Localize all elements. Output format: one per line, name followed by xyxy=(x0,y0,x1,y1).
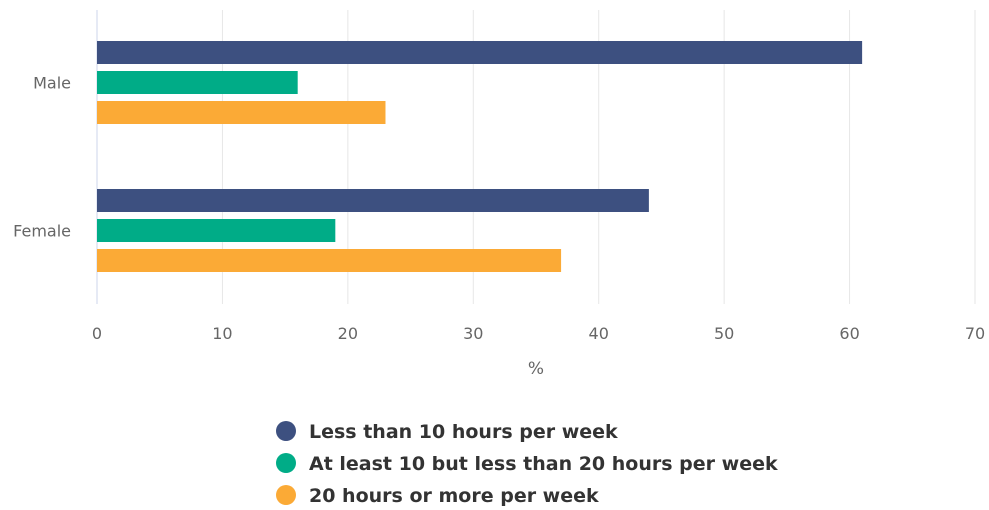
legend-marker xyxy=(276,453,296,473)
x-axis-title: % xyxy=(528,359,544,379)
legend-item[interactable]: Less than 10 hours per week xyxy=(276,421,618,443)
bar-male-series-2[interactable] xyxy=(97,71,298,94)
legend-label: At least 10 but less than 20 hours per w… xyxy=(309,453,778,475)
x-tick-label: 40 xyxy=(589,324,609,343)
category-label: Male xyxy=(33,74,71,93)
x-tick-label: 0 xyxy=(92,324,102,343)
bar-male-series-1[interactable] xyxy=(97,41,863,64)
bar-female-series-1[interactable] xyxy=(97,189,649,212)
bar-male-series-3[interactable] xyxy=(97,101,386,124)
legend-item[interactable]: At least 10 but less than 20 hours per w… xyxy=(276,453,778,475)
x-tick-label: 10 xyxy=(212,324,232,343)
x-tick-label: 60 xyxy=(839,324,859,343)
legend-marker xyxy=(276,421,296,441)
legend-marker xyxy=(276,485,296,505)
legend-label: 20 hours or more per week xyxy=(309,485,599,507)
category-label: Female xyxy=(13,222,71,241)
x-tick-label: 50 xyxy=(714,324,734,343)
bar-female-series-3[interactable] xyxy=(97,249,562,272)
x-tick-label: 30 xyxy=(463,324,483,343)
x-tick-label: 20 xyxy=(338,324,358,343)
legend-item[interactable]: 20 hours or more per week xyxy=(276,485,599,507)
legend-label: Less than 10 hours per week xyxy=(309,421,618,443)
legend[interactable]: Less than 10 hours per week At least 10 b… xyxy=(276,421,778,507)
x-axis-ticks: 0 10 20 30 40 50 60 70 xyxy=(92,324,985,343)
x-tick-label: 70 xyxy=(965,324,985,343)
bars xyxy=(97,41,863,272)
bar-female-series-2[interactable] xyxy=(97,219,336,242)
category-labels: Male Female xyxy=(13,74,71,241)
